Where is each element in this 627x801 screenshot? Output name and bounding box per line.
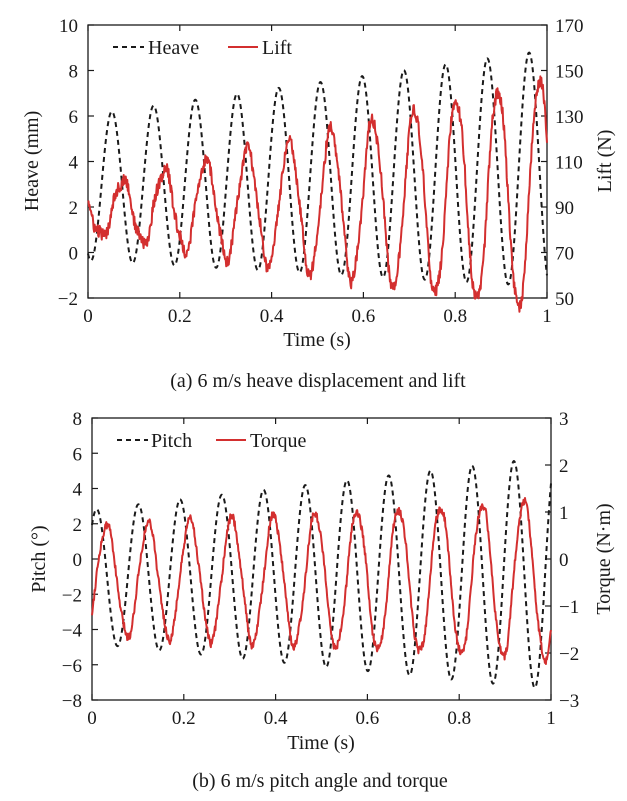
caption-b: (b) 6 m/s pitch angle and torque bbox=[192, 770, 448, 792]
series-heave-line bbox=[87, 51, 548, 286]
y2-tick-label: 2 bbox=[559, 456, 569, 477]
x-tick-label: 0 bbox=[87, 708, 97, 729]
y2-tick-label: −1 bbox=[559, 597, 579, 618]
y-tick-label: 10 bbox=[59, 16, 78, 37]
y-tick-label: 0 bbox=[69, 244, 79, 265]
y-tick-label: 6 bbox=[69, 107, 79, 128]
series-lift-line bbox=[87, 75, 548, 313]
legend-label-heave: Heave bbox=[148, 37, 199, 59]
caption-a: (a) 6 m/s heave displacement and lift bbox=[170, 370, 466, 392]
x-tick-label: 0.6 bbox=[356, 708, 380, 729]
y-tick-label: −2 bbox=[62, 585, 82, 606]
x-tick-label: 0.8 bbox=[443, 306, 467, 327]
legend-label-lift: Lift bbox=[262, 37, 292, 59]
y2-tick-labels: −3 −2 −1 0 1 2 3 bbox=[559, 409, 579, 712]
y2-tick-label: 90 bbox=[555, 198, 574, 219]
x-tick-label: 0.2 bbox=[172, 708, 196, 729]
y2-tick-labels: 50 70 90 110 130 150 170 bbox=[555, 16, 584, 310]
y2-tick-label: −3 bbox=[559, 691, 579, 712]
x-tick-label: 0 bbox=[83, 306, 93, 327]
y2-axis-label: Torque (N·m) bbox=[593, 503, 615, 614]
y-tick-label: 6 bbox=[73, 444, 83, 465]
legend-label-torque: Torque bbox=[250, 430, 306, 452]
x-tick-label: 0.8 bbox=[447, 708, 471, 729]
y-tick-label: −2 bbox=[58, 289, 78, 310]
y2-tick-label: −2 bbox=[559, 644, 579, 665]
y-tick-label: −8 bbox=[62, 691, 82, 712]
y-tick-label: 4 bbox=[73, 480, 83, 501]
y-tick-label: 2 bbox=[73, 515, 83, 536]
y2-axis-label: Lift (N) bbox=[594, 130, 616, 193]
y2-tick-label: 0 bbox=[559, 550, 569, 571]
y2-tick-label: 1 bbox=[559, 503, 569, 524]
series-torque-line bbox=[91, 497, 552, 666]
x-tick-label: 0.4 bbox=[264, 708, 288, 729]
y-axis-label: Heave (mm) bbox=[21, 111, 43, 212]
y2-tick-label: 170 bbox=[555, 16, 584, 37]
y-tick-label: −6 bbox=[62, 656, 82, 677]
x-tick-label: 0.4 bbox=[260, 306, 284, 327]
y-tick-labels: −2 0 2 4 6 8 10 bbox=[58, 16, 79, 310]
legend: Heave Lift bbox=[113, 37, 292, 59]
x-tick-label: 0.2 bbox=[168, 306, 192, 327]
x-axis-label: Time (s) bbox=[283, 329, 351, 351]
y2-tick-label: 110 bbox=[555, 153, 583, 174]
y-tick-label: 4 bbox=[69, 153, 79, 174]
y2-tick-label: 70 bbox=[555, 244, 574, 265]
y-axis-label: Pitch (°) bbox=[28, 525, 50, 592]
y-tick-label: 2 bbox=[69, 198, 79, 219]
legend-label-pitch: Pitch bbox=[151, 430, 192, 452]
x-tick-labels: 0 0.2 0.4 0.6 0.8 1 bbox=[83, 306, 552, 327]
y-tick-label: 8 bbox=[69, 62, 79, 83]
series-pitch-line bbox=[91, 460, 552, 689]
x-tick-labels: 0 0.2 0.4 0.6 0.8 1 bbox=[87, 708, 556, 729]
y2-tick-label: 3 bbox=[559, 409, 569, 430]
y2-tick-label: 150 bbox=[555, 62, 584, 83]
y-tick-labels: −8 −6 −4 −2 0 2 4 6 8 bbox=[62, 409, 83, 712]
y-tick-label: 0 bbox=[73, 550, 83, 571]
legend: Pitch Torque bbox=[117, 430, 306, 452]
series-lines bbox=[91, 460, 552, 689]
x-tick-label: 1 bbox=[546, 708, 556, 729]
x-tick-label: 1 bbox=[542, 306, 552, 327]
y2-tick-label: 50 bbox=[555, 289, 574, 310]
y2-tick-label: 130 bbox=[555, 107, 584, 128]
y-tick-label: 8 bbox=[73, 409, 83, 430]
series-lines bbox=[87, 51, 548, 313]
x-axis-label: Time (s) bbox=[287, 732, 355, 754]
y-tick-label: −4 bbox=[62, 621, 83, 642]
x-tick-label: 0.6 bbox=[352, 306, 376, 327]
